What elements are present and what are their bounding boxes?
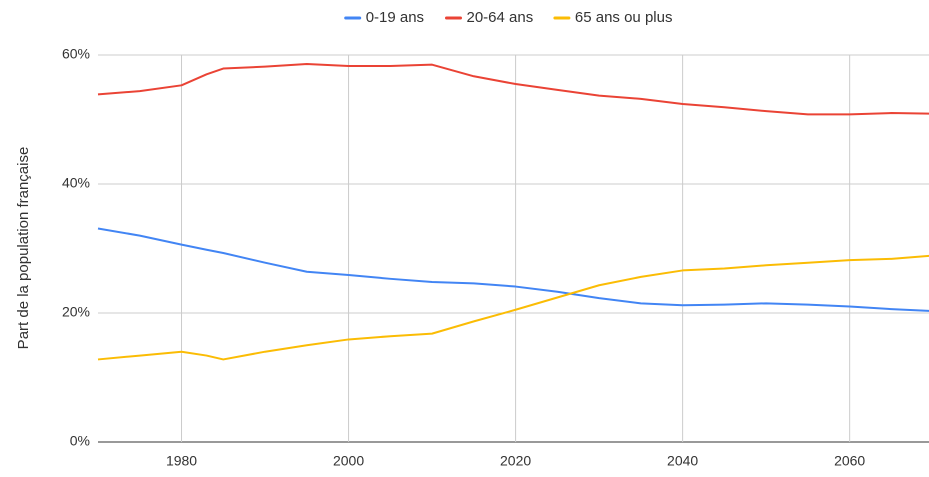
y-tick-label: 60%: [62, 46, 90, 62]
legend-label: 20-64 ans: [467, 9, 534, 26]
x-tick-label: 2020: [500, 453, 531, 469]
y-tick-label: 40%: [62, 175, 90, 191]
x-tick-label: 1980: [166, 453, 197, 469]
y-axis-label: Part de la population française: [15, 147, 32, 350]
series-line: [97, 227, 929, 312]
x-tick-label: 2040: [667, 453, 698, 469]
legend-label: 0-19 ans: [366, 9, 424, 26]
y-tick-label: 20%: [62, 304, 90, 320]
x-tick-label: 2060: [834, 453, 865, 469]
series-line: [97, 63, 929, 116]
legend-label: 65 ans ou plus: [575, 9, 673, 26]
x-tick-label: 2000: [333, 453, 364, 469]
series-line: [97, 254, 929, 361]
y-tick-label: 0%: [70, 433, 90, 449]
